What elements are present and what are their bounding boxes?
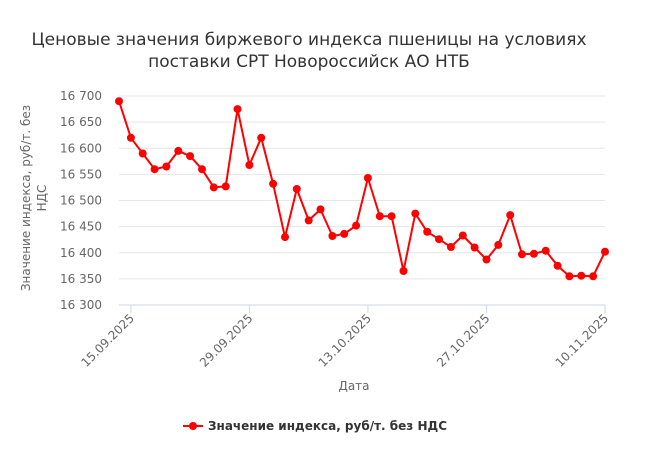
data-point	[423, 227, 432, 236]
y-axis-title-line-2: НДС	[35, 185, 49, 212]
data-point	[233, 105, 242, 114]
data-point	[446, 243, 455, 251]
data-point	[565, 272, 574, 281]
data-point	[150, 165, 159, 174]
y-axis-title-line-1: Значение индекса, руб/т. без	[19, 105, 33, 291]
data-point	[601, 247, 609, 256]
legend[interactable]: Значение индекса, руб/т. без НДС	[183, 419, 447, 433]
data-point	[411, 209, 420, 218]
x-tick-label: 29.09.2025	[197, 311, 255, 369]
x-axis-title: Дата	[338, 379, 369, 393]
data-point	[589, 272, 598, 281]
y-tick-label: 16 600	[60, 141, 102, 155]
data-point	[174, 146, 183, 155]
x-tick-label: 15.09.2025	[78, 311, 136, 369]
y-tick-label: 16 300	[60, 298, 102, 312]
data-point	[375, 212, 384, 221]
y-tick-label: 16 450	[60, 220, 102, 234]
y-axis-ticks: 16 300 16 350 16 400 16 450 16 500 16 550 16 6…	[60, 89, 102, 312]
data-point	[162, 162, 171, 171]
data-point	[186, 152, 195, 161]
data-point	[553, 261, 562, 270]
data-point	[352, 221, 361, 230]
x-axis-ticks: 15.09.2025 29.09.2025 13.10.2025 27.10.2025…	[78, 305, 611, 370]
data-point	[304, 216, 313, 225]
data-point	[577, 271, 586, 280]
data-point	[363, 174, 372, 182]
y-tick-label: 16 350	[60, 272, 102, 286]
y-tick-label: 16 400	[60, 246, 102, 260]
data-point	[482, 255, 491, 264]
data-point	[126, 133, 135, 142]
data-point	[328, 232, 337, 240]
data-point	[494, 240, 503, 249]
data-point	[458, 231, 467, 240]
y-tick-label: 16 650	[60, 115, 102, 129]
data-point	[221, 182, 230, 191]
series-line	[118, 100, 606, 278]
data-point	[529, 249, 538, 258]
data-point	[541, 246, 550, 255]
data-point	[340, 229, 349, 238]
data-point	[518, 250, 526, 259]
data-point	[257, 133, 266, 142]
data-point	[245, 161, 254, 169]
data-point	[435, 235, 443, 244]
y-tick-label: 16 700	[60, 89, 102, 103]
grid-lines	[119, 95, 605, 280]
data-point	[399, 267, 408, 275]
data-point	[316, 205, 325, 214]
data-point	[281, 233, 289, 242]
legend-marker-icon	[189, 422, 197, 430]
data-point	[387, 212, 396, 221]
data-point	[470, 243, 479, 252]
data-point	[209, 183, 218, 192]
data-point	[115, 97, 123, 106]
chart-title-line-2: поставки СРТ Новороссийск АО НТБ	[148, 52, 470, 72]
x-tick-label: 10.11.2025	[553, 311, 611, 369]
y-tick-label: 16 500	[60, 194, 102, 208]
y-tick-label: 16 550	[60, 167, 102, 181]
x-tick-label: 27.10.2025	[434, 311, 492, 369]
data-points	[115, 97, 609, 281]
chart-title-line-1: Ценовые значения биржевого индекса пшени…	[31, 30, 586, 50]
legend-label: Значение индекса, руб/т. без НДС	[208, 419, 447, 433]
data-point	[506, 211, 515, 220]
data-point	[138, 149, 147, 158]
data-point	[292, 185, 301, 193]
x-tick-label: 13.10.2025	[316, 311, 374, 369]
data-point	[269, 179, 278, 188]
data-point	[198, 165, 206, 174]
